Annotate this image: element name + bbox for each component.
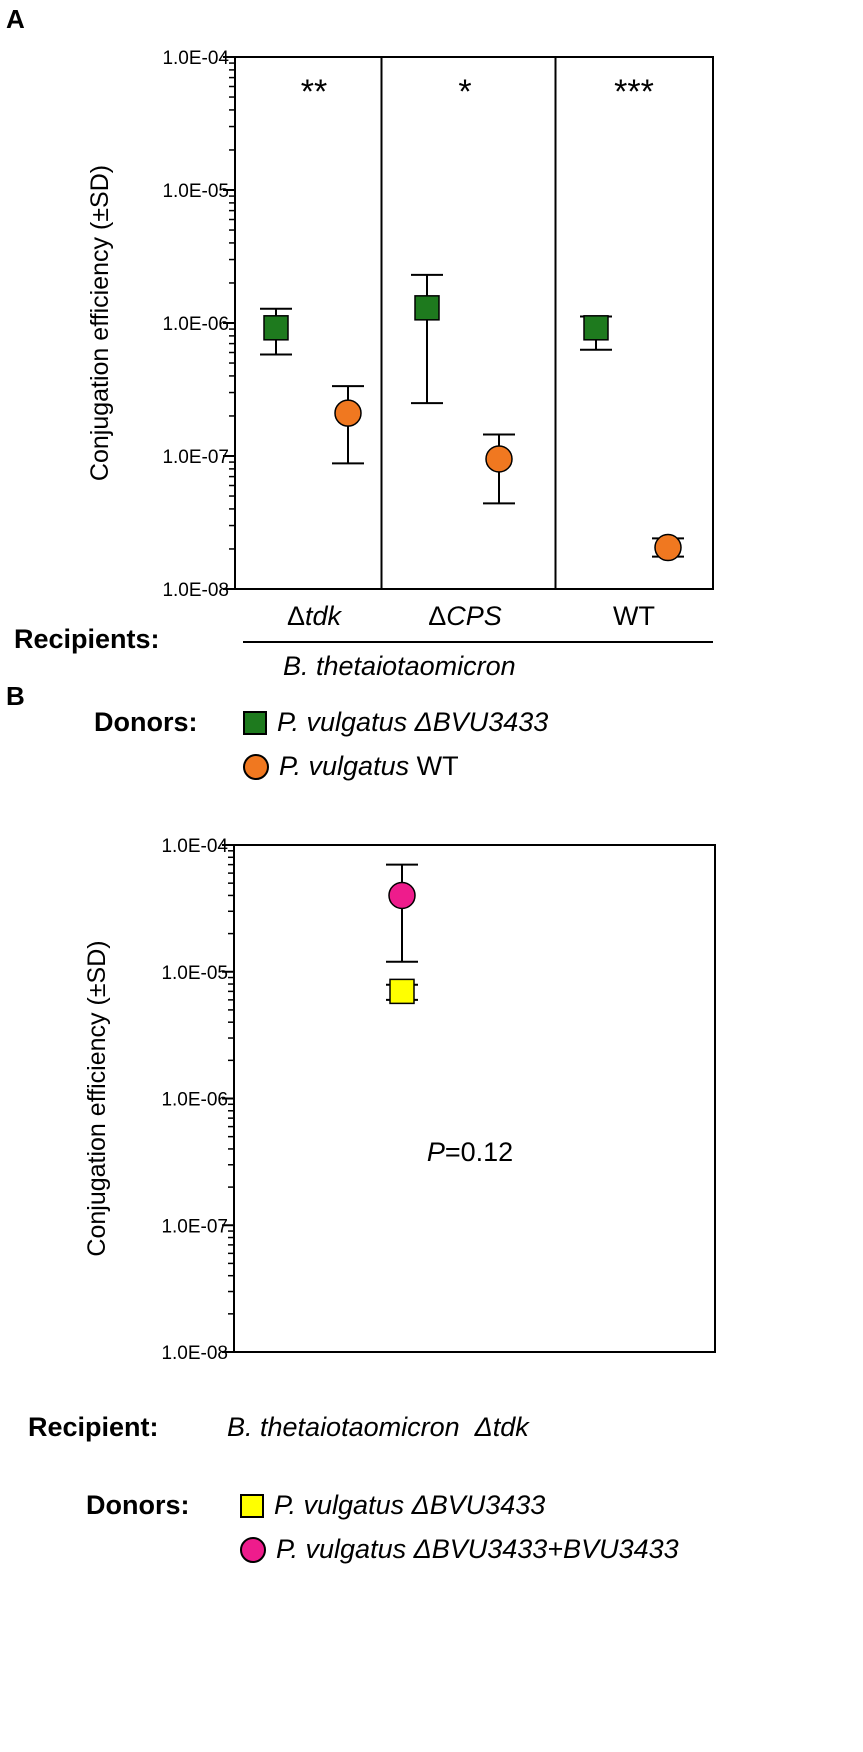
significance-label: *** bbox=[614, 73, 654, 111]
data-point-circle bbox=[334, 399, 362, 427]
legend-a-label-0: P. vulgatus ΔBVU3433 bbox=[277, 707, 549, 737]
y-tick-label: 1.0E-08 bbox=[161, 1343, 228, 1364]
data-point-square bbox=[389, 978, 415, 1005]
panel-b-letter: B bbox=[6, 681, 25, 711]
significance-label: * bbox=[458, 73, 471, 111]
y-tick-label: 1.0E-06 bbox=[162, 314, 229, 335]
recipients-label: Recipients: bbox=[14, 624, 160, 654]
data-point-square bbox=[414, 295, 440, 321]
x-category-label: WT bbox=[613, 601, 655, 631]
legend-b-item-1: P. vulgatus ΔBVU3433+BVU3433 bbox=[240, 1534, 679, 1565]
y-tick-label: 1.0E-05 bbox=[161, 963, 228, 984]
data-point-square bbox=[263, 315, 289, 341]
y-tick-label: 1.0E-05 bbox=[162, 181, 229, 202]
y-tick-label: 1.0E-04 bbox=[161, 836, 228, 857]
donors-label-b: Donors: bbox=[86, 1490, 190, 1520]
y-axis-label: Conjugation efficiency (±SD) bbox=[83, 940, 111, 1256]
data-point-circle bbox=[485, 445, 513, 473]
legend-orange-circle-marker bbox=[243, 753, 269, 780]
y-tick-label: 1.0E-08 bbox=[162, 580, 229, 601]
legend-green-square-marker bbox=[243, 710, 267, 735]
p-value-annotation: P=0.12 bbox=[427, 1137, 513, 1167]
legend-b-label-1: P. vulgatus ΔBVU3433+BVU3433 bbox=[276, 1534, 679, 1564]
y-tick-label: 1.0E-06 bbox=[161, 1090, 228, 1111]
legend-b-item-0: P. vulgatus ΔBVU3433 bbox=[240, 1490, 545, 1521]
x-category-label: ΔCPS bbox=[428, 601, 502, 631]
chart-b: 1.0E-08 1.0E-07 1.0E-06 1.0E-05 1.0E-04 Conju… bbox=[83, 836, 716, 1364]
legend-a-item-0: P. vulgatus ΔBVU3433 bbox=[243, 707, 548, 738]
y-tick-label: 1.0E-04 bbox=[162, 48, 229, 69]
significance-label: ** bbox=[301, 73, 327, 111]
y-tick-label: 1.0E-07 bbox=[162, 447, 229, 468]
panel-a-letter: A bbox=[6, 4, 25, 34]
plot-frame bbox=[233, 844, 716, 1353]
recipient-species: B. thetaiotaomicron Δtdk bbox=[227, 1412, 529, 1442]
legend-b-label-0: P. vulgatus ΔBVU3433 bbox=[274, 1490, 546, 1520]
recipients-underline bbox=[243, 641, 713, 643]
data-point-circle bbox=[654, 533, 682, 562]
x-category-label: Δtdk bbox=[287, 601, 343, 631]
legend-a-label-1-suffix: WT bbox=[409, 751, 459, 781]
recipient-label: Recipient: bbox=[28, 1412, 159, 1442]
data-point-circle bbox=[388, 881, 416, 910]
y-axis-label: Conjugation efficiency (±SD) bbox=[86, 165, 114, 481]
legend-a-label-1: P. vulgatus bbox=[279, 751, 410, 781]
recipients-species: B. thetaiotaomicron bbox=[283, 651, 516, 681]
y-tick-label: 1.0E-07 bbox=[161, 1216, 228, 1237]
plot-frame bbox=[234, 56, 714, 590]
donors-label-a: Donors: bbox=[94, 707, 198, 737]
chart-a: 1.0E-08 1.0E-07 1.0E-06 1.0E-05 1.0E-04 Conju… bbox=[86, 48, 714, 631]
data-point-square bbox=[583, 315, 609, 341]
legend-pink-circle-marker bbox=[240, 1536, 266, 1563]
legend-a-item-1: P. vulgatus WT bbox=[243, 751, 459, 782]
legend-yellow-square-marker bbox=[240, 1493, 264, 1518]
